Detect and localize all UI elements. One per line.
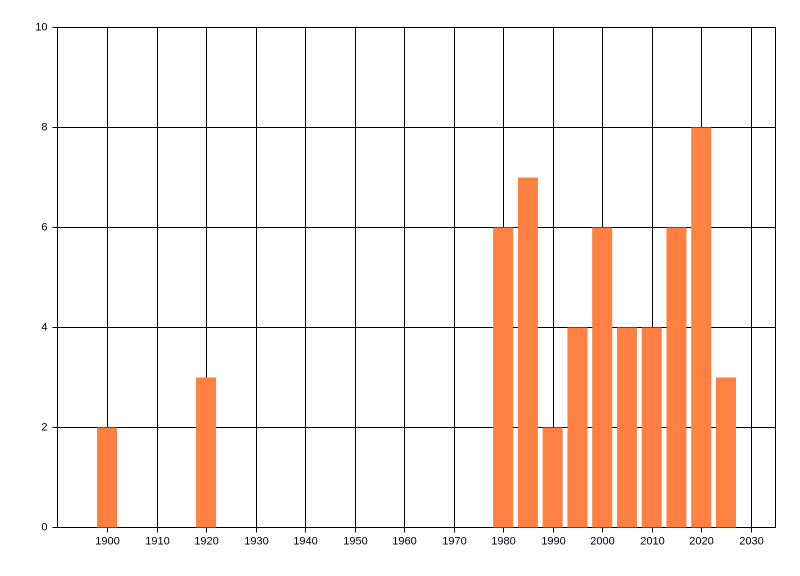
x-tick-label: 2010: [640, 535, 664, 547]
bar: [616, 327, 637, 528]
bar: [542, 427, 563, 528]
x-tick-label: 1970: [442, 535, 466, 547]
x-tick-label: 2030: [739, 535, 763, 547]
bar: [691, 127, 712, 528]
x-tick-label: 1910: [145, 535, 169, 547]
x-tick-label: 1980: [491, 535, 515, 547]
x-tick-label: 2020: [689, 535, 713, 547]
bar: [196, 377, 217, 528]
bar: [517, 177, 538, 528]
y-tick-label: 4: [41, 321, 47, 333]
bar: [567, 327, 588, 528]
bar: [641, 327, 662, 528]
x-tick-label: 1900: [95, 535, 119, 547]
x-tick-label: 1940: [293, 535, 317, 547]
y-tick-label: 8: [41, 121, 47, 133]
y-tick-label: 0: [41, 521, 47, 533]
bar: [493, 227, 514, 528]
bar: [715, 377, 736, 528]
x-tick-label: 1930: [244, 535, 268, 547]
y-tick-label: 2: [41, 421, 47, 433]
x-tick-label: 1950: [343, 535, 367, 547]
x-tick-label: 1990: [541, 535, 565, 547]
bar: [592, 227, 613, 528]
bar: [97, 427, 118, 528]
x-tick-label: 1960: [392, 535, 416, 547]
y-tick-label: 10: [35, 21, 47, 33]
x-tick-label: 1920: [194, 535, 218, 547]
y-tick-label: 6: [41, 221, 47, 233]
bar: [666, 227, 687, 528]
x-tick-label: 2000: [590, 535, 614, 547]
